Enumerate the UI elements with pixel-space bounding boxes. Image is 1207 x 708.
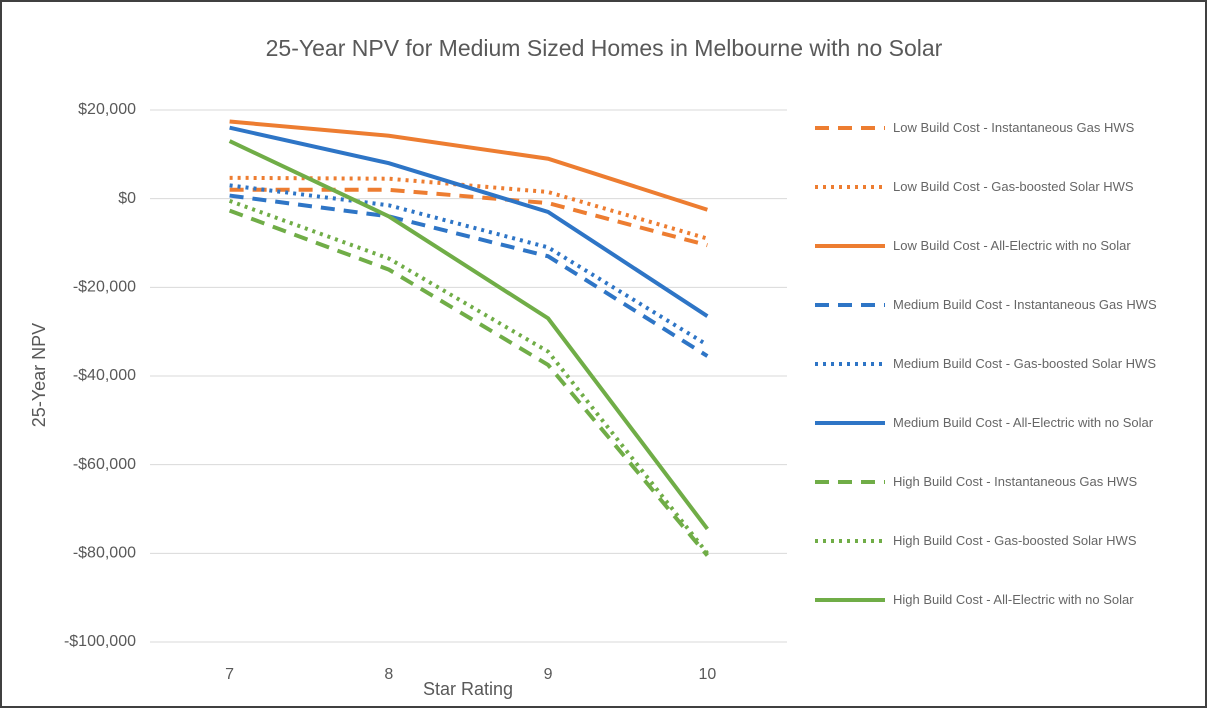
legend-label: High Build Cost - Gas-boosted Solar HWS [893,533,1137,548]
y-tick-label: -$80,000 [73,545,136,562]
x-tick-label: 10 [698,666,716,683]
legend-label: Medium Build Cost - All-Electric with no… [893,415,1154,430]
x-axis-label: Star Rating [423,679,513,699]
x-tick-label: 9 [544,666,553,683]
legend-label-box: Low Build Cost - Gas-boosted Solar HWS [893,179,1134,194]
x-tick-label: 8 [384,666,393,683]
series-line [229,175,708,241]
legend-label-box: Low Build Cost - All-Electric with no So… [893,238,1131,253]
chart-title: 25-Year NPV for Medium Sized Homes in Me… [266,35,943,61]
legend-label-box: Low Build Cost - Instantaneous Gas HWS [893,120,1135,135]
y-tick-label: -$100,000 [64,633,136,650]
y-tick-label: $20,000 [78,101,136,118]
series-line [229,125,709,318]
legend-label: Low Build Cost - Instantaneous Gas HWS [893,120,1135,135]
series-line [229,183,709,347]
legend-label-box: Medium Build Cost - All-Electric with no… [893,415,1154,430]
legend-label-box: High Build Cost - Instantaneous Gas HWS [893,474,1138,489]
y-tick-label: -$20,000 [73,279,136,296]
series-line [229,187,708,248]
y-tick-label: $0 [118,190,136,207]
legend-label: Low Build Cost - Gas-boosted Solar HWS [893,179,1134,194]
legend-label-box: High Build Cost - All-Electric with no S… [893,592,1134,607]
series-line [228,139,709,531]
legend-label: High Build Cost - Instantaneous Gas HWS [893,474,1138,489]
x-tick-label: 7 [225,666,234,683]
legend-label: Low Build Cost - All-Electric with no So… [893,238,1131,253]
legend-label-box: High Build Cost - Gas-boosted Solar HWS [893,533,1137,548]
y-tick-label: -$60,000 [73,456,136,473]
y-axis-label: 25-Year NPV [29,323,49,427]
legend-label: High Build Cost - All-Electric with no S… [893,592,1134,607]
y-tick-label: -$40,000 [73,367,136,384]
legend-label-box: Medium Build Cost - Instantaneous Gas HW… [893,297,1157,312]
series-line [228,208,709,557]
series-line [228,199,709,555]
series-line [229,193,709,358]
legend-label: Medium Build Cost - Instantaneous Gas HW… [893,297,1157,312]
series-line [229,119,708,212]
legend-label: Medium Build Cost - Gas-boosted Solar HW… [893,356,1156,371]
legend-label-box: Medium Build Cost - Gas-boosted Solar HW… [893,356,1156,371]
